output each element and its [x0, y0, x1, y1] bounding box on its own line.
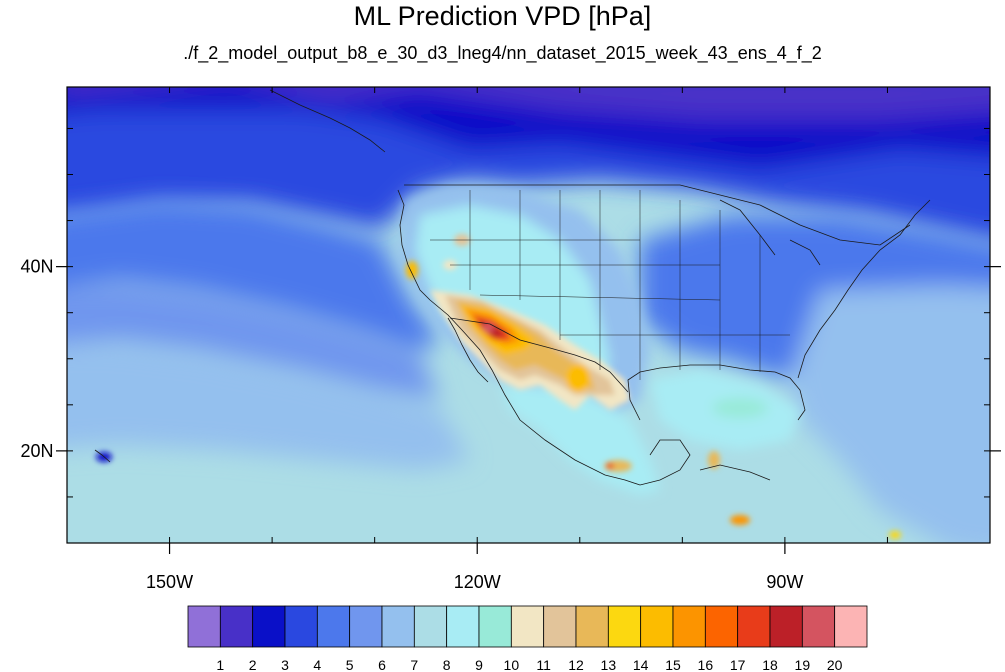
- colorbar-label: 9: [475, 657, 483, 672]
- figure-title: ML Prediction VPD [hPa]: [353, 1, 652, 31]
- great-lakes: [719, 199, 821, 266]
- figure-subtitle: ./f_2_model_output_b8_e_30_d3_lneg4/nn_d…: [183, 43, 822, 63]
- hawaii-outline: [94, 449, 111, 463]
- colorbar-label: 16: [698, 657, 714, 672]
- field-pr: [889, 531, 901, 539]
- colorbar-swatch: [607, 605, 642, 648]
- colorbar-label: 11: [536, 657, 551, 672]
- colorbar-swatch: [349, 605, 383, 648]
- colorbar-label: 20: [827, 657, 843, 672]
- colorbar-swatch: [252, 605, 286, 648]
- colorbar-swatch: [769, 605, 803, 648]
- field-atlantic: [790, 285, 990, 543]
- coastlines: [94, 89, 931, 486]
- colorbar-swatch: [672, 605, 706, 648]
- field-jamaica: [730, 515, 750, 525]
- lat-tick-label: 20N: [20, 441, 53, 461]
- lon-tick-label: 150W: [146, 572, 193, 592]
- field-peak: [482, 323, 494, 333]
- colorbar-swatch: [737, 605, 771, 648]
- colorbar-label: 3: [281, 657, 289, 672]
- field-north-purple: [67, 87, 990, 120]
- colorbar-swatch: [413, 605, 448, 648]
- lon-tick-label: 90W: [766, 572, 803, 592]
- lat-tick-label: 40N: [20, 257, 53, 277]
- colorbar-swatch: [543, 605, 577, 648]
- field-mexico-yellow: [566, 364, 590, 392]
- colorbar-swatch: [801, 605, 836, 648]
- colorbar-swatch: [478, 605, 512, 648]
- colorbar-swatch: [834, 605, 868, 648]
- colorbar-swatch: [219, 605, 254, 648]
- colorbar-swatch: [316, 605, 351, 648]
- yucatan: [639, 439, 691, 486]
- colorbar-label: 4: [313, 657, 321, 672]
- field-band-light: [67, 285, 440, 400]
- colorbar-swatch: [510, 605, 545, 648]
- colorbar-label: 19: [795, 657, 811, 672]
- colorbar-label: 5: [346, 657, 354, 672]
- baja: [447, 317, 489, 383]
- cuba-outline: [699, 464, 771, 481]
- colorbar-label: 18: [762, 657, 778, 672]
- colorbar-swatch: [187, 605, 221, 648]
- colorbar-label: 1: [216, 657, 224, 672]
- colorbar-label: 10: [504, 657, 520, 672]
- field-south-mexico-red: [606, 463, 614, 469]
- axis-ticks: 150W 120W 90W 40N 20N: [20, 87, 1001, 592]
- colorbar-label: 13: [601, 657, 617, 672]
- colorbar-label: 14: [633, 657, 649, 672]
- canada-border: [404, 184, 911, 246]
- colorbar-label: 17: [730, 657, 746, 672]
- field-south-mexico-hot: [604, 460, 632, 472]
- colorbar-swatch: [704, 605, 739, 648]
- colorbar-label: 15: [665, 657, 681, 672]
- colorbar-swatch: [575, 605, 609, 648]
- coast-east: [797, 199, 931, 379]
- colorbar-swatch: [446, 605, 480, 648]
- colorbar-label: 8: [443, 657, 451, 672]
- plot-frame: [66, 86, 991, 544]
- colorbar-swatch: [640, 605, 674, 648]
- colorbar-label: 6: [378, 657, 386, 672]
- colorbar-swatch: [381, 605, 415, 648]
- field-ca-hot: [406, 261, 418, 279]
- colorbar-label: 12: [568, 657, 584, 672]
- field-east-band: [640, 215, 990, 380]
- colorbar-label: 2: [249, 657, 257, 672]
- colorbar-swatch: [284, 605, 318, 648]
- field-gulf-teal: [712, 398, 768, 418]
- mexico-border: [449, 317, 629, 393]
- vpd-field: [67, 87, 990, 543]
- field-south-ocean: [67, 345, 470, 470]
- field-band-medium: [67, 200, 440, 350]
- lon-tick-label: 120W: [454, 572, 501, 592]
- state-lines-h: [430, 239, 790, 336]
- colorbar: 1 2 3 4 5 6 7 8 9 10 11 12 13 14 15 16 17 18 19 20: [187, 605, 868, 672]
- coast-west: [397, 189, 641, 486]
- field-cuba: [708, 451, 720, 469]
- alaska-coast: [269, 89, 386, 153]
- colorbar-label: 7: [410, 657, 418, 672]
